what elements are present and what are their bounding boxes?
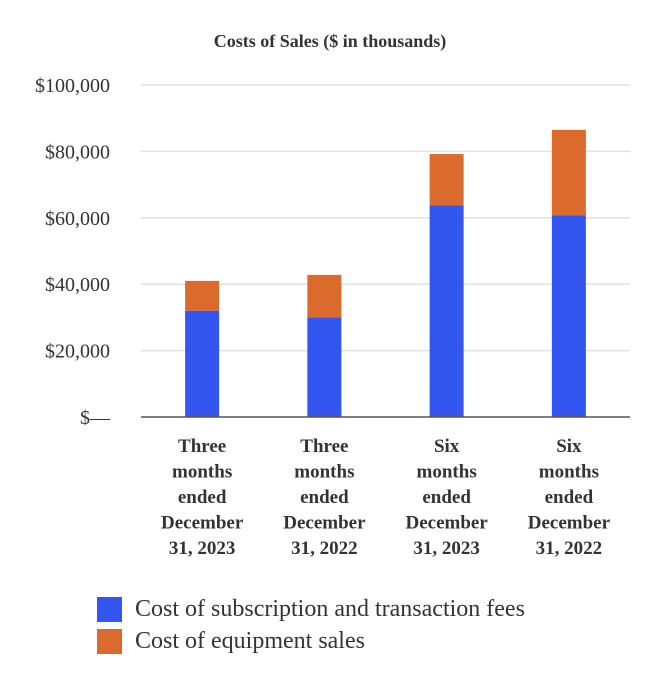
bar-segment-subscription	[551, 215, 586, 417]
bar-segment-equipment	[185, 280, 220, 311]
y-tick-label: $60,000	[45, 208, 110, 230]
bar-segment-equipment	[551, 129, 586, 216]
legend-swatch-equipment	[97, 628, 122, 654]
y-tick-label: $80,000	[45, 141, 110, 163]
bar-segment-subscription	[185, 310, 220, 417]
bar-segment-equipment	[429, 154, 464, 206]
x-tick-label: Six months ended December 31, 2023	[405, 436, 488, 559]
bars	[185, 129, 586, 417]
bar-segment-subscription	[429, 205, 464, 417]
y-tick-label: $40,000	[45, 274, 110, 296]
legend-item-equipment: Cost of equipment sales	[97, 625, 525, 657]
bar-segment-subscription	[307, 317, 342, 417]
legend-swatch-subscription	[97, 596, 122, 622]
legend-item-subscription: Cost of subscription and transaction fee…	[97, 593, 525, 625]
legend-label-subscription: Cost of subscription and transaction fee…	[135, 595, 525, 622]
x-axis: Three months ended December 31, 2023 Three mon…	[161, 436, 611, 559]
y-tick-label: $100,000	[35, 75, 110, 97]
x-tick-label: Six months ended December 31, 2022	[528, 436, 611, 559]
y-axis: $— $20,000 $40,000 $60,000 $80,000 $100,000	[35, 75, 111, 429]
legend: Cost of subscription and transaction fee…	[97, 593, 525, 657]
legend-label-equipment: Cost of equipment sales	[135, 627, 365, 654]
x-tick-label: Three months ended December 31, 2023	[161, 436, 244, 559]
x-tick-label: Three months ended December 31, 2022	[283, 436, 366, 559]
chart-title: Costs of Sales ($ in thousands)	[214, 31, 447, 52]
y-tick-label: $20,000	[45, 341, 110, 363]
gridlines	[141, 84, 630, 352]
y-tick-label: $—	[80, 407, 111, 429]
bar-segment-equipment	[307, 274, 342, 318]
